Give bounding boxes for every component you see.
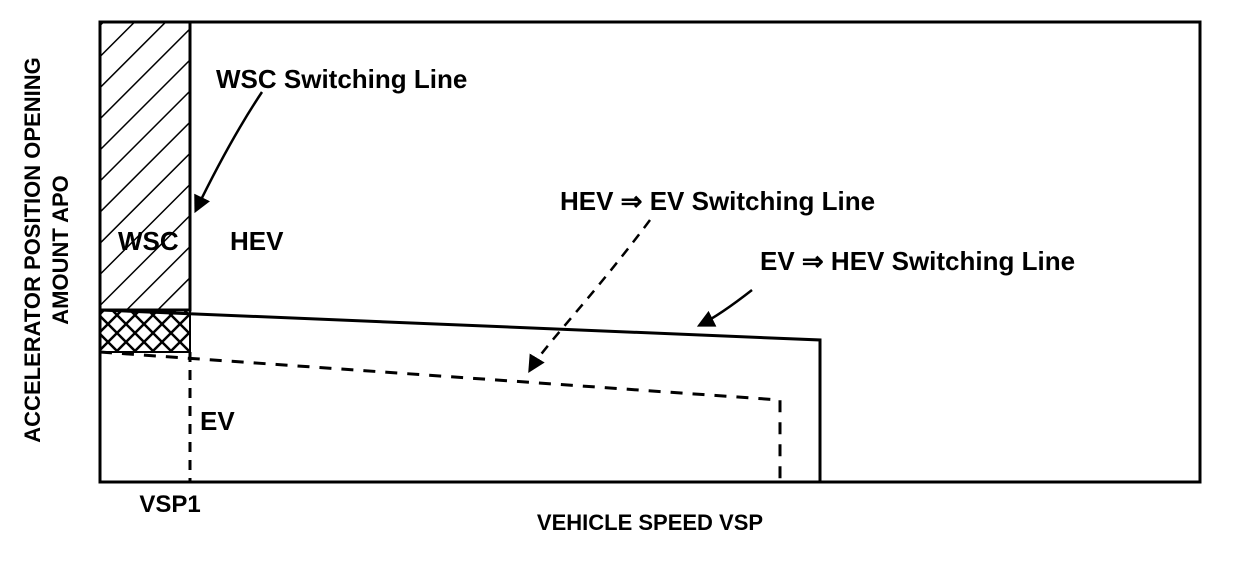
ev-to-hev-label: EV ⇒ HEV Switching Line xyxy=(760,246,1075,276)
wsc-leader xyxy=(196,92,262,210)
ev-to-hev-leader xyxy=(700,290,752,325)
vsp1-tick-label: VSP1 xyxy=(139,491,200,518)
hev-to-ev-label: HEV ⇒ EV Switching Line xyxy=(560,186,875,216)
diagram-container: WSC HEV EV WSC Switching Line HEV ⇒ EV S… xyxy=(0,0,1240,569)
ev-region-label: EV xyxy=(200,406,235,436)
hev-region-label: HEV xyxy=(230,226,284,256)
y-axis-label-line1: ACCELERATOR POSITION OPENING xyxy=(20,57,45,442)
mode-map-diagram: WSC HEV EV WSC Switching Line HEV ⇒ EV S… xyxy=(0,0,1240,569)
wsc-region xyxy=(100,22,190,310)
wsc-switching-line-label: WSC Switching Line xyxy=(216,64,467,94)
x-axis-label: VEHICLE SPEED VSP xyxy=(537,510,763,535)
ev-to-hev-switching-line xyxy=(100,310,820,482)
wsc-region-label: WSC xyxy=(118,226,179,256)
crosshatch-region xyxy=(100,310,190,352)
hev-to-ev-leader xyxy=(530,220,650,370)
y-axis-label-line2: AMOUNT APO xyxy=(48,175,73,325)
